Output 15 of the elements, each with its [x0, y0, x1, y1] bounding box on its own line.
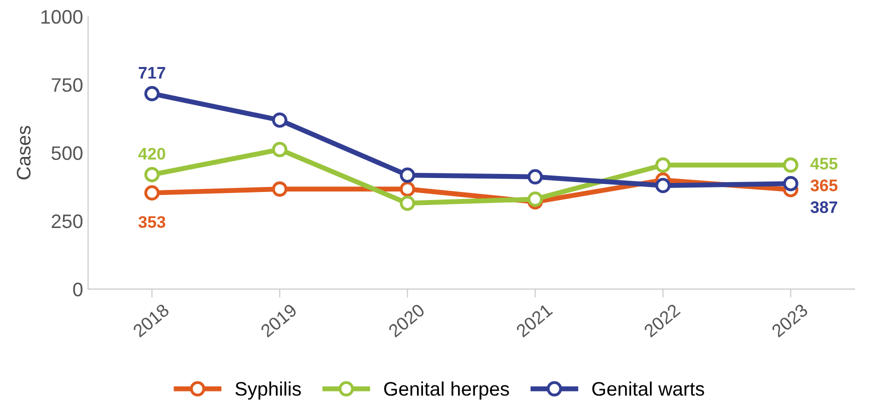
legend-label: Syphilis: [235, 382, 301, 400]
data-label: 365: [810, 180, 838, 192]
y-tick-label: 1000: [41, 10, 82, 24]
legend-label: Genital herpes: [384, 382, 509, 400]
y-tick-label: 500: [52, 146, 82, 160]
y-tick-label: 250: [52, 214, 82, 228]
y-tick-label: 750: [52, 78, 82, 92]
data-label: 387: [810, 201, 838, 214]
y-tick-label: 0: [73, 282, 82, 296]
data-label: 353: [138, 216, 166, 228]
data-label: 455: [810, 158, 838, 170]
y-axis-title: Cases: [16, 126, 31, 180]
legend-label: Genital warts: [592, 382, 704, 396]
data-label: 717: [138, 67, 166, 79]
data-label: 420: [138, 148, 166, 160]
